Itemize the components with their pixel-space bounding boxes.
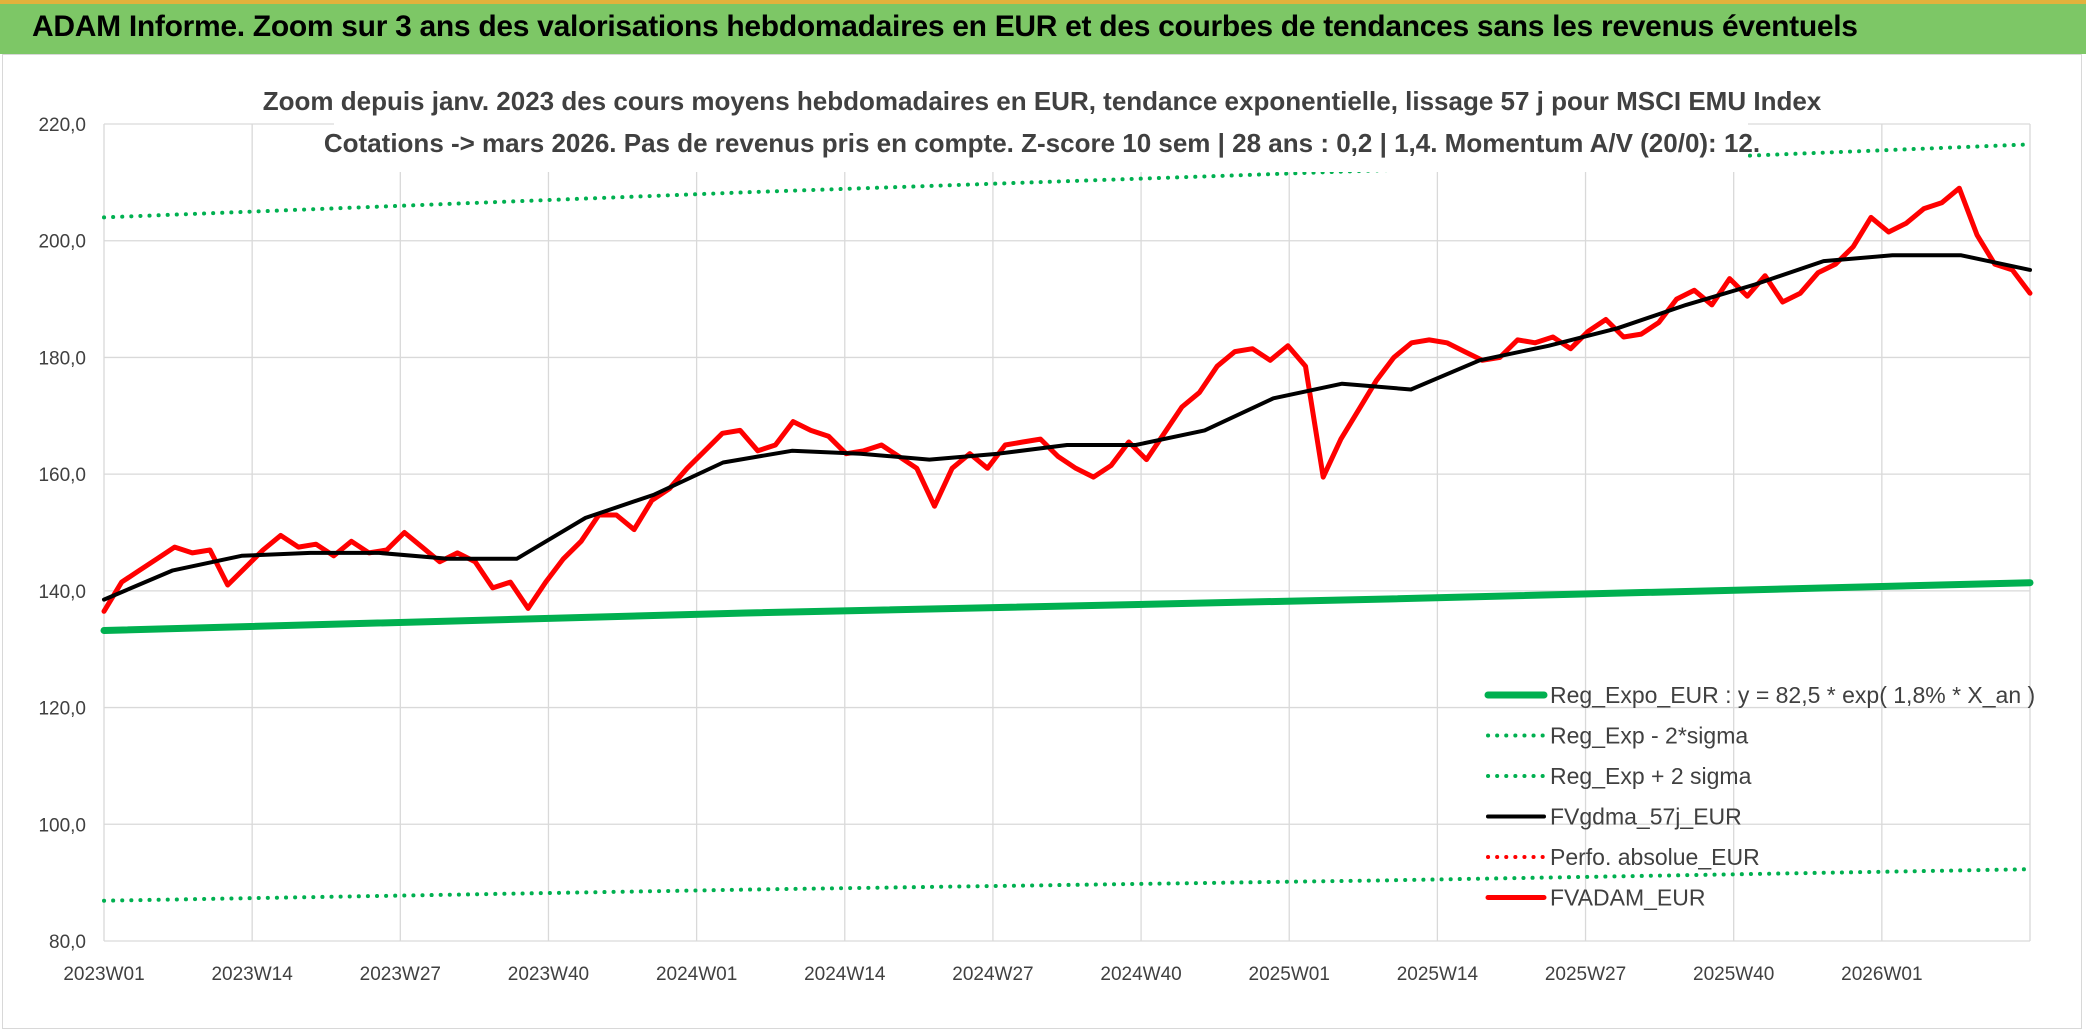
y-tick-label: 120,0 [38,699,86,720]
y-axis: 80,0 100,0 120,0 140,0 160,0 180,0 200,0 220,0 [38,115,86,953]
chart-grid [103,123,2031,942]
x-tick-label: 2023W40 [508,964,589,985]
x-tick-label: 2023W27 [360,964,441,985]
y-tick-label: 220,0 [38,115,86,136]
legend-label: FVADAM_EUR [1550,885,1706,911]
legend-label: Perfo. absolue_EUR [1550,844,1760,870]
x-tick-label: 2025W01 [1249,964,1330,985]
title-banner: ADAM Informe. Zoom sur 3 ans des valoris… [0,0,2086,54]
series-line-0 [100,579,2034,634]
x-axis: 2023W01 2023W14 2023W27 2023W40 2024W01 2024W… [63,964,1922,985]
x-tick-label: 2026W01 [1841,964,1922,985]
x-tick-label: 2023W01 [63,964,144,985]
x-tick-label: 2024W01 [656,964,737,985]
y-tick-label: 80,0 [49,932,86,953]
x-tick-label: 2023W14 [211,964,293,985]
series-line-5 [101,185,2033,614]
x-tick-label: 2025W40 [1693,964,1774,985]
y-tick-label: 100,0 [38,815,86,836]
chart-frame [2,54,2082,1029]
y-tick-label: 180,0 [38,348,86,369]
series-line-1 [102,867,2032,903]
series-line-3 [102,253,2032,602]
x-tick-label: 2024W14 [804,964,886,985]
x-tick-label: 2024W27 [952,964,1033,985]
subtitle-background [334,80,1748,172]
legend-label: FVgdma_57j_EUR [1550,804,1742,830]
legend-label: Reg_Exp - 2*sigma [1550,723,1748,749]
x-tick-label: 2025W27 [1545,964,1626,985]
x-tick-label: 2024W40 [1100,964,1181,985]
y-tick-label: 160,0 [38,465,86,486]
series-line-2 [102,142,2032,220]
legend: Reg_Expo_EUR : y = 82,5 * exp( 1,8% * X_… [1484,682,2035,911]
y-tick-label: 200,0 [38,232,86,253]
chart-title: Zoom depuis janv. 2023 des cours moyens … [263,86,1822,116]
x-tick-label: 2025W14 [1397,964,1479,985]
series-layer [100,142,2034,903]
page-title: ADAM Informe. Zoom sur 3 ans des valoris… [32,10,1858,43]
y-tick-label: 140,0 [38,582,86,603]
chart-subtitle: Cotations -> mars 2026. Pas de revenus p… [324,128,1760,158]
legend-label: Reg_Exp + 2 sigma [1550,763,1752,789]
legend-label: Reg_Expo_EUR : y = 82,5 * exp( 1,8% * X_… [1550,682,2035,708]
